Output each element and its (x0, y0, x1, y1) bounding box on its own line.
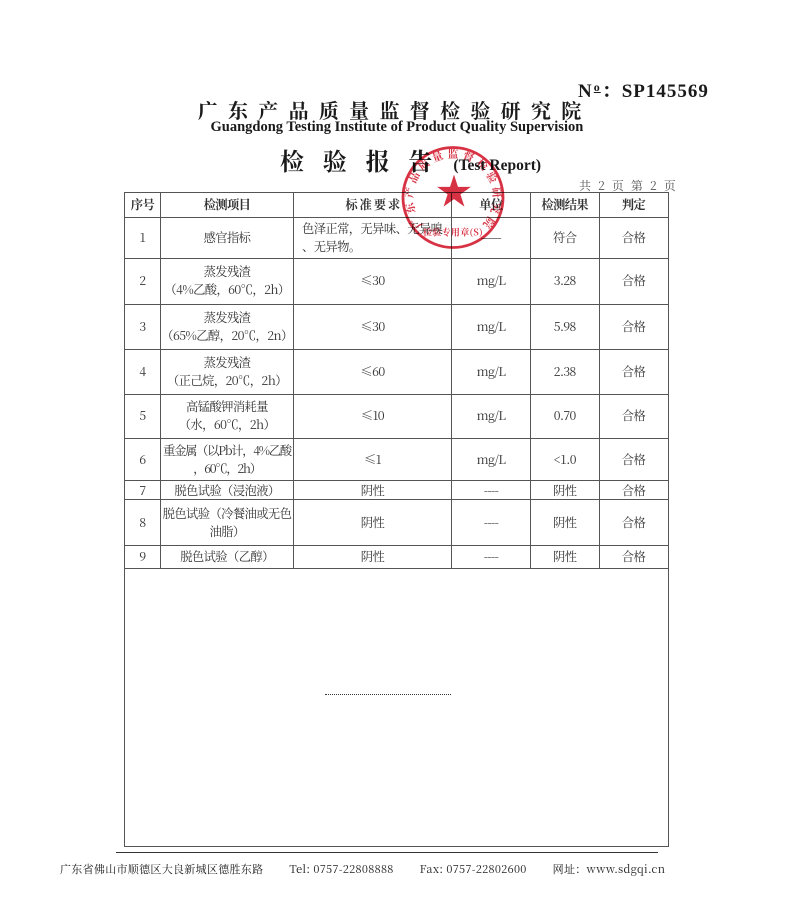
svg-text:研: 研 (488, 186, 504, 199)
svg-text:监: 监 (448, 147, 459, 162)
svg-text:产: 产 (402, 186, 418, 199)
svg-text:究: 究 (487, 201, 504, 215)
svg-text:品: 品 (405, 169, 423, 186)
svg-text:质: 质 (415, 156, 433, 175)
svg-text:验: 验 (482, 169, 500, 186)
svg-text:检: 检 (473, 156, 491, 175)
svg-text:量: 量 (430, 148, 446, 166)
svg-text:督: 督 (461, 148, 477, 166)
svg-text:检验专用章(S): 检验专用章(S) (423, 226, 483, 239)
